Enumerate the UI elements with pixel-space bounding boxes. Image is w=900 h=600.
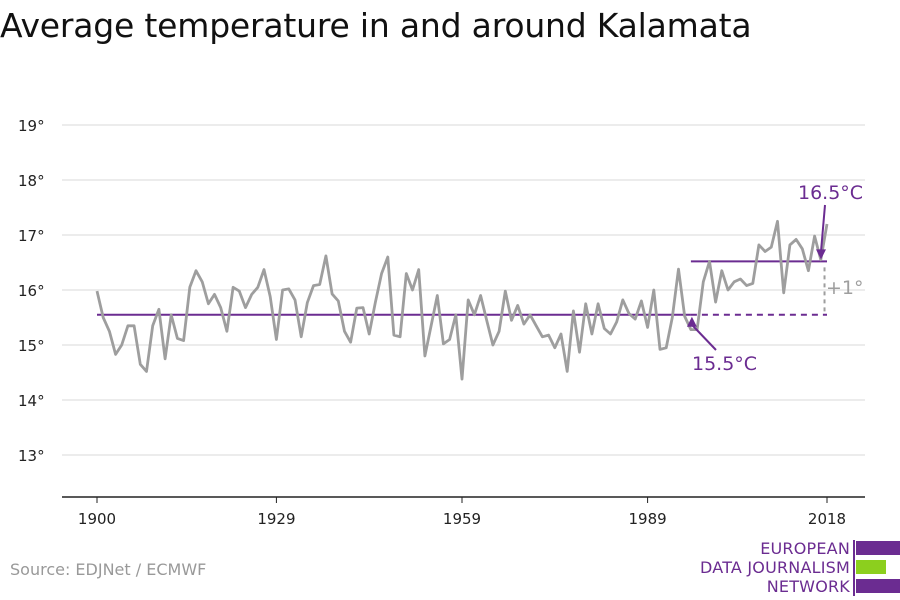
x-tick-label: 1959 — [443, 510, 481, 528]
x-tick-label: 1989 — [628, 510, 666, 528]
source-note: Source: EDJNet / ECMWF — [10, 560, 207, 579]
high-value-label: 16.5°C — [798, 182, 863, 204]
annotations: +1° 16.5°C 15.5°C — [686, 182, 864, 375]
y-tick-label: 15° — [18, 337, 45, 355]
y-tick-label: 14° — [18, 392, 45, 410]
y-tick-label: 18° — [18, 172, 45, 190]
logo-divider — [853, 540, 855, 596]
y-tick-label: 17° — [18, 227, 45, 245]
x-tick-label: 1900 — [78, 510, 116, 528]
x-axis: 1900 1929 1959 1989 2018 — [62, 496, 865, 528]
low-arrow-head — [686, 316, 697, 327]
x-tick-label: 2018 — [808, 510, 846, 528]
low-value-label: 15.5°C — [692, 353, 757, 375]
edjnet-logo: EUROPEAN DATA JOURNALISM NETWORK — [700, 538, 900, 598]
y-tick-label: 19° — [18, 117, 45, 135]
temperature-line — [95, 219, 829, 381]
high-arrow-head — [816, 249, 826, 260]
logo-line-data-journalism: DATA JOURNALISM — [700, 558, 850, 577]
x-tick-label: 1929 — [257, 510, 295, 528]
logo-bar-top — [856, 541, 900, 555]
logo-line-network: NETWORK — [766, 577, 850, 596]
logo-bar-middle — [856, 560, 900, 574]
high-arrow-shaft — [820, 204, 826, 252]
y-tick-label: 13° — [18, 447, 45, 465]
difference-label: +1° — [826, 277, 864, 299]
logo-bar-bottom — [856, 579, 900, 593]
reference-lines — [97, 260, 827, 316]
low-arrow-shaft — [691, 324, 717, 351]
y-axis-ticks: 13° 14° 15° 16° 17° 18° 19° — [18, 117, 45, 465]
chart-title: Average temperature in and around Kalama… — [0, 6, 752, 45]
series-group — [95, 219, 829, 381]
grid-lines — [62, 124, 865, 456]
y-tick-label: 16° — [18, 282, 45, 300]
logo-line-european: EUROPEAN — [760, 539, 850, 558]
